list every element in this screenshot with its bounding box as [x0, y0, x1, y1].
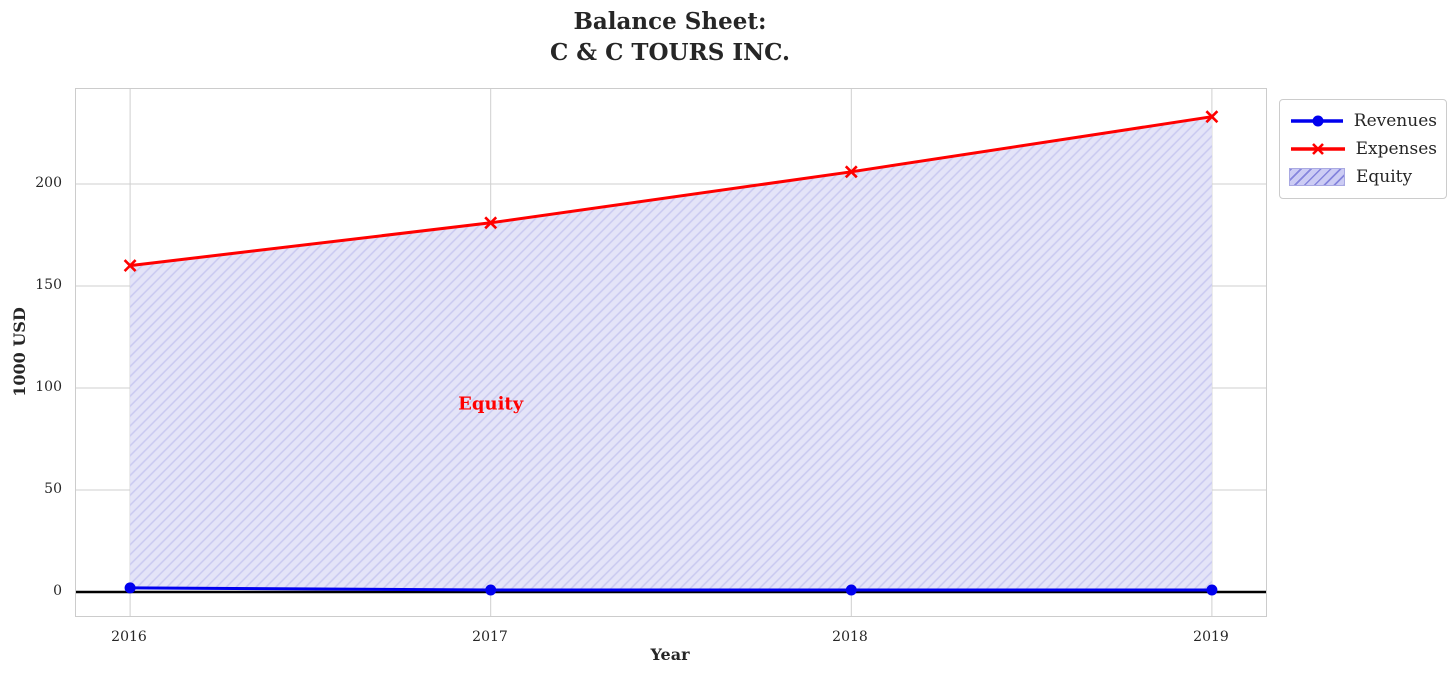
chart-canvas — [76, 89, 1266, 616]
y-tick-label: 0 — [0, 582, 62, 600]
legend-item-expenses: Expenses — [1289, 135, 1437, 163]
legend-label-revenues: Revenues — [1354, 111, 1437, 131]
y-tick-label: 50 — [0, 480, 62, 498]
plot-area: Equity — [75, 88, 1267, 617]
expenses-line-swatch — [1289, 140, 1345, 158]
legend-item-equity: Equity — [1289, 163, 1437, 191]
revenues-line-swatch — [1289, 112, 1343, 130]
y-tick-label: 200 — [0, 174, 62, 192]
chart-title: Balance Sheet: C & C TOURS INC. — [75, 6, 1265, 68]
legend-item-revenues: Revenues — [1289, 107, 1437, 135]
equity-patch-swatch — [1289, 168, 1345, 186]
x-tick-label: 2016 — [99, 628, 159, 646]
legend-label-equity: Equity — [1356, 167, 1412, 187]
x-axis-label: Year — [75, 645, 1265, 664]
balance-sheet-chart: Balance Sheet: C & C TOURS INC. 1000 USD… — [0, 0, 1452, 676]
y-axis-label: 1000 USD — [10, 306, 30, 398]
x-tick-label: 2017 — [460, 628, 520, 646]
x-tick-label: 2019 — [1181, 628, 1241, 646]
legend: Revenues Expenses Equity — [1279, 99, 1447, 199]
y-tick-label: 150 — [0, 276, 62, 294]
equity-annotation: Equity — [458, 394, 523, 415]
legend-label-expenses: Expenses — [1356, 139, 1437, 159]
x-tick-label: 2018 — [820, 628, 880, 646]
